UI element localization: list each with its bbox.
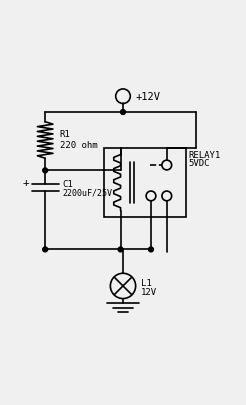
Bar [104, 149, 186, 217]
Circle shape [121, 110, 125, 115]
Text: +12V: +12V [135, 92, 160, 102]
Text: 12V: 12V [140, 287, 157, 296]
Text: C1: C1 [62, 179, 73, 188]
Text: L1: L1 [140, 278, 151, 287]
Circle shape [43, 168, 48, 173]
Text: 5VDC: 5VDC [189, 159, 210, 168]
Circle shape [43, 247, 48, 252]
Text: 2200uF/25V: 2200uF/25V [62, 188, 112, 197]
Circle shape [149, 247, 154, 252]
Text: +: + [22, 177, 29, 188]
Text: R1: R1 [60, 130, 71, 139]
Text: RELAY1: RELAY1 [189, 150, 221, 159]
Circle shape [118, 247, 123, 252]
Text: 220 ohm: 220 ohm [60, 141, 97, 150]
